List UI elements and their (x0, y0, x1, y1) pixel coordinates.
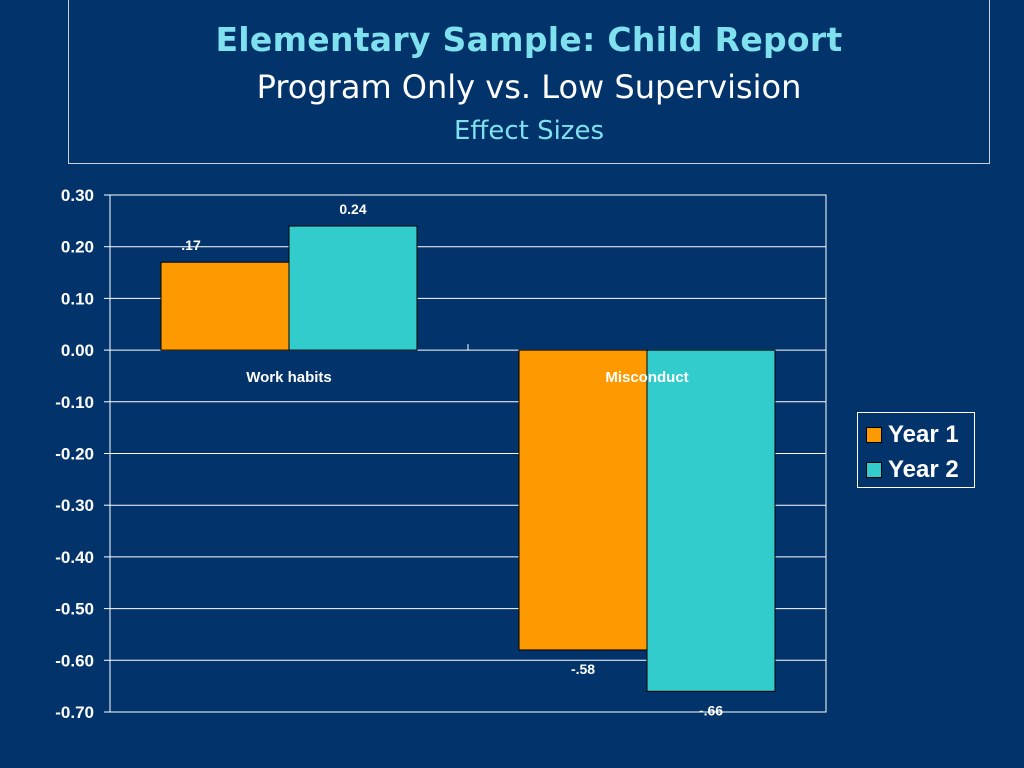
legend-label-year-1: Year 1 (888, 421, 959, 448)
plot-area-border (109, 194, 827, 713)
y-tick-label: 0.20 (61, 238, 94, 257)
y-tick-label: -0.50 (55, 600, 94, 619)
y-tick-label: -0.30 (55, 496, 94, 515)
y-tick-label: 0.00 (61, 341, 94, 360)
legend-swatch-year-2 (866, 462, 882, 478)
y-tick-label: -0.70 (55, 703, 94, 722)
y-tick-label: 0.10 (61, 289, 94, 308)
y-tick-label: -0.10 (55, 393, 94, 412)
legend-item-year-1: Year 1 (866, 421, 959, 449)
data-label: -.58 (571, 661, 595, 677)
bar-year-2-misconduct (646, 349, 776, 692)
y-tick-label: -0.40 (55, 548, 94, 567)
x-category-label: Misconduct (605, 369, 688, 386)
chart-subtitle: Program Only vs. Low Supervision (256, 68, 802, 106)
legend: Year 1 Year 2 (857, 412, 975, 488)
x-category-label: Work habits (246, 369, 332, 386)
y-tick-label: 0.30 (61, 186, 94, 205)
bar-year-1-work-habits (160, 261, 290, 351)
legend-swatch-year-1 (866, 427, 882, 443)
data-label: .17 (181, 237, 201, 253)
data-label: 0.24 (339, 201, 366, 217)
chart-subtitle-effect-sizes: Effect Sizes (453, 116, 604, 146)
bar-year-2-work-habits (288, 225, 418, 351)
legend-item-year-2: Year 2 (866, 456, 959, 484)
chart-title: Elementary Sample: Child Report (215, 20, 843, 59)
y-tick-label: -0.20 (55, 445, 94, 464)
legend-label-year-2: Year 2 (888, 456, 959, 483)
title-box: Elementary Sample: Child Report Program … (68, 0, 990, 164)
data-label: -.66 (699, 702, 723, 718)
y-tick-label: -0.60 (55, 651, 94, 670)
bar-year-1-misconduct (518, 349, 648, 651)
